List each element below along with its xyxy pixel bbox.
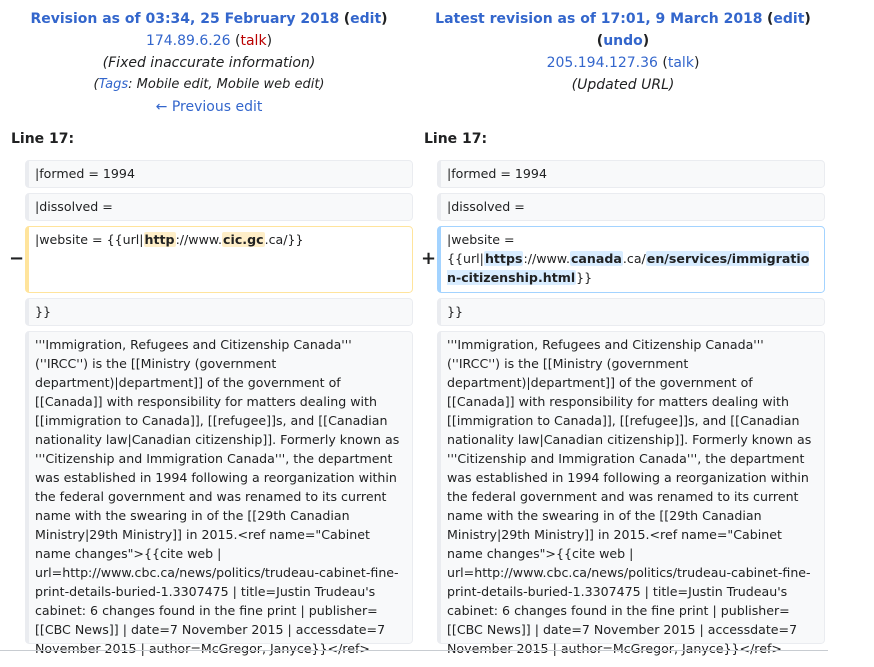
old-revision-header: Revision as of 03:34, 25 February 2018 (…	[0, 8, 418, 118]
left-context-paragraph: '''Immigration, Refugees and Citizenship…	[25, 331, 413, 656]
right-context-paragraph: '''Immigration, Refugees and Citizenship…	[437, 331, 825, 656]
del-text-1: |website = {{url|	[35, 232, 144, 247]
new-revision-talk-link[interactable]: talk	[667, 55, 694, 71]
tags-link[interactable]: Tags	[98, 77, 129, 92]
add-text-1: |website = {{url|	[447, 232, 519, 266]
add-text-3: .ca/	[622, 251, 646, 266]
new-revision-header: Latest revision as of 17:01, 9 March 201…	[418, 8, 828, 96]
new-revision-user-link[interactable]: 205.194.127.36	[546, 55, 658, 71]
del-highlight-2: cic.gc	[222, 232, 265, 247]
tags-value: : Mobile edit, Mobile web edit)	[128, 77, 325, 92]
undo-link[interactable]: undo	[603, 33, 643, 49]
new-revision-summary: (Updated URL)	[571, 77, 675, 93]
del-text-2: ://www.	[175, 232, 223, 247]
old-revision-user-link[interactable]: 174.89.6.26	[145, 33, 231, 49]
deleted-line-marker: −	[9, 248, 25, 269]
add-highlight-2: canada	[569, 251, 623, 266]
add-text-2: ://www.	[523, 251, 570, 266]
old-revision-summary: (Fixed inaccurate information)	[102, 55, 316, 71]
add-text-4: }}	[576, 270, 593, 285]
left-context-formed: |formed = 1994	[25, 160, 413, 188]
bottom-divider	[0, 650, 828, 651]
del-text-3: .ca/}}	[264, 232, 304, 247]
left-context-close: }}	[25, 298, 413, 326]
left-context-dissolved: |dissolved =	[25, 193, 413, 221]
new-revision-link[interactable]: Latest revision as of 17:01, 9 March 201…	[435, 11, 763, 27]
right-context-dissolved: |dissolved =	[437, 193, 825, 221]
new-revision-edit-link[interactable]: edit	[773, 11, 805, 27]
deleted-line: |website = {{url|http://www.cic.gc.ca/}}	[25, 226, 413, 293]
added-line: |website = {{url|https://www.canada.ca/e…	[437, 226, 825, 293]
old-revision-tags: (Tags: Mobile edit, Mobile web edit)	[93, 77, 325, 92]
old-revision-link[interactable]: Revision as of 03:34, 25 February 2018	[30, 11, 340, 27]
added-line-marker: +	[421, 248, 437, 269]
previous-edit-link[interactable]: ← Previous edit	[155, 99, 263, 115]
left-line-number: Line 17:	[11, 131, 75, 147]
right-context-close: }}	[437, 298, 825, 326]
right-line-number: Line 17:	[424, 131, 488, 147]
old-revision-talk-link[interactable]: talk	[240, 33, 267, 49]
add-highlight-1: https	[483, 251, 524, 266]
right-context-formed: |formed = 1994	[437, 160, 825, 188]
old-revision-edit-link[interactable]: edit	[350, 11, 382, 27]
del-highlight-1: http	[143, 232, 176, 247]
